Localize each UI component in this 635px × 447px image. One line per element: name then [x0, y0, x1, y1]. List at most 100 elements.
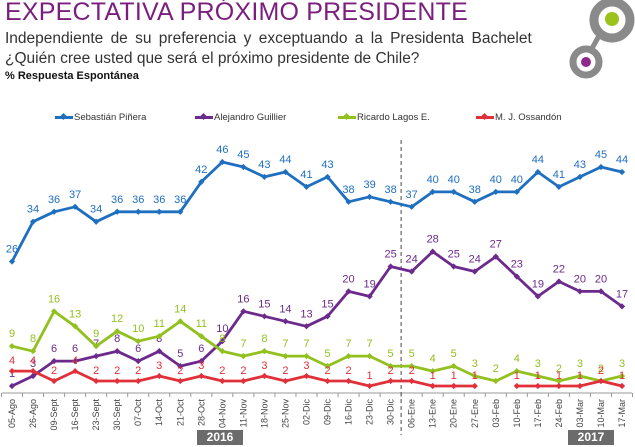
data-label: 44	[616, 154, 628, 166]
data-point	[135, 377, 142, 385]
data-label: 7	[345, 338, 351, 350]
x-tick-label: 03-Feb	[491, 399, 501, 428]
data-label: 38	[342, 184, 354, 196]
data-label: 13	[69, 308, 81, 320]
legend-label: M. J. Ossandón	[495, 112, 562, 123]
data-label: 15	[258, 298, 270, 310]
x-tick-label: 16-Sept	[70, 399, 80, 431]
data-label: 2	[409, 365, 415, 377]
data-label: 3	[30, 358, 36, 370]
x-tick-label: 21-Oct	[175, 399, 185, 427]
data-label: 8	[261, 333, 267, 345]
series-line-1	[11, 250, 623, 388]
data-point	[282, 353, 289, 360]
x-tick-label: 10-Feb	[512, 399, 522, 428]
data-label: 2	[114, 365, 120, 377]
data-point	[429, 382, 436, 390]
data-point	[597, 377, 605, 385]
legend-swatch	[338, 116, 356, 119]
data-label: 25	[448, 249, 460, 261]
data-label: 39	[363, 179, 375, 191]
data-label: 2	[135, 365, 141, 377]
data-point	[555, 382, 563, 390]
data-label: 2	[556, 363, 562, 375]
series-line-2	[11, 309, 623, 383]
data-point	[303, 183, 310, 191]
data-point	[114, 348, 121, 355]
data-label: 4	[514, 353, 520, 365]
data-label: 20	[342, 273, 354, 285]
data-label: 12	[111, 313, 123, 325]
x-tick-label: 23-Sept	[91, 399, 101, 431]
data-label: 43	[321, 159, 333, 171]
data-label: 1	[451, 370, 457, 382]
legend-label: Sebastián Piñera	[74, 112, 147, 123]
data-point	[576, 382, 584, 390]
x-tick-label: 09-Dic	[323, 399, 333, 426]
data-label: 20	[574, 273, 586, 285]
data-label: 7	[303, 338, 309, 350]
data-label: 43	[574, 159, 586, 171]
data-point	[50, 377, 58, 385]
data-label: 27	[490, 239, 502, 251]
data-point	[156, 372, 163, 380]
x-tick-label: 26-Ago	[28, 399, 38, 428]
data-label: 44	[532, 154, 544, 166]
question-line-1: Independiente de su preferencia y except…	[5, 30, 532, 47]
data-label: 10	[132, 323, 144, 335]
data-label: 45	[595, 149, 607, 161]
data-point	[471, 382, 478, 390]
data-point	[450, 263, 457, 270]
data-label: 2	[219, 365, 225, 377]
data-label: 4	[30, 355, 36, 367]
data-point	[71, 203, 79, 210]
data-label: 17	[616, 288, 628, 300]
legend-item-pinera: Sebastián Piñera	[55, 112, 146, 123]
data-point	[282, 377, 289, 385]
data-point	[324, 377, 331, 385]
data-point	[303, 372, 310, 380]
data-label: 1	[514, 370, 520, 382]
data-point	[114, 208, 121, 215]
x-tick-label: 30-Dic	[386, 399, 396, 426]
series-line-0	[10, 160, 623, 263]
data-point	[71, 357, 79, 365]
year-label-2017: 2017	[568, 430, 614, 445]
data-point	[408, 377, 415, 385]
data-label: 3	[535, 358, 541, 370]
data-label: 1	[472, 370, 478, 382]
data-label: 38	[469, 184, 481, 196]
x-tick-label: 13-Ene	[428, 399, 438, 428]
x-tick-label: 17-Feb	[533, 399, 543, 428]
data-label: 28	[427, 234, 439, 246]
data-label: 13	[300, 308, 312, 320]
data-label: 6	[72, 343, 78, 355]
data-label: 9	[9, 328, 15, 340]
data-point	[8, 343, 16, 350]
data-point	[282, 318, 289, 325]
data-label: 4	[9, 355, 15, 367]
data-point	[156, 208, 163, 215]
x-tick-label: 24-Feb	[554, 399, 564, 428]
data-point	[618, 168, 626, 176]
x-tick-label: 17-Mar	[617, 399, 627, 428]
data-label: 38	[384, 184, 396, 196]
data-point	[156, 348, 163, 355]
data-point	[534, 382, 541, 390]
legend-item-ossandon: M. J. Ossandón	[476, 112, 562, 123]
data-label: 9	[93, 328, 99, 340]
legend-label: Ricardo Lagos E.	[357, 112, 430, 123]
data-label: 2	[240, 365, 246, 377]
data-label: 5	[177, 348, 183, 360]
data-label: 6	[198, 343, 204, 355]
x-tick-label: 06-Ene	[407, 399, 417, 428]
data-label: 3	[577, 358, 583, 370]
data-point	[261, 372, 268, 380]
data-label: 5	[324, 348, 330, 360]
data-label: 5	[388, 348, 394, 360]
data-label: 3	[261, 360, 267, 372]
data-point	[93, 377, 100, 385]
x-tick-label: 02-Dic	[301, 399, 311, 426]
data-point	[114, 328, 121, 335]
x-tick-label: 05-Ago	[7, 399, 17, 428]
